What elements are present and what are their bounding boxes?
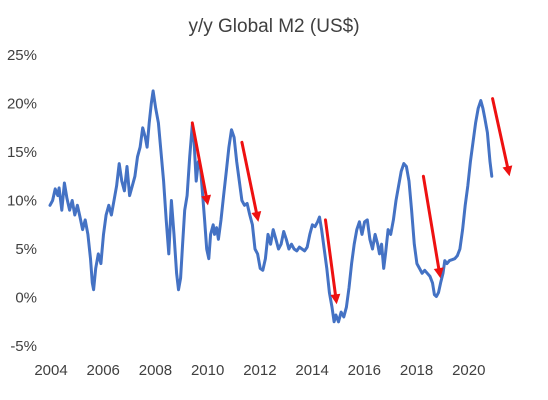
x-tick-label: 2004	[34, 362, 67, 379]
annotation-arrow	[240, 140, 262, 222]
annotation-group	[190, 97, 513, 305]
x-tick-label: 2006	[87, 362, 120, 379]
series-line	[48, 89, 494, 324]
y-tick-label: 15%	[7, 144, 37, 161]
annotation-arrow	[421, 174, 444, 279]
y-tick-label: 20%	[7, 96, 37, 113]
x-tick-label: 2014	[295, 362, 328, 379]
annotation-arrow	[491, 97, 513, 177]
annotation-arrow	[323, 218, 341, 305]
x-tick-label: 2012	[243, 362, 276, 379]
y-tick-label: 25%	[7, 47, 37, 64]
x-tick-label: 2010	[191, 362, 224, 379]
x-tick-label: 2018	[400, 362, 433, 379]
x-tick-label: 2008	[139, 362, 172, 379]
y-tick-label: -5%	[10, 338, 37, 355]
y-tick-label: 10%	[7, 193, 37, 210]
x-tick-label: 2016	[348, 362, 381, 379]
x-axis: 2004 2006 2008 2010 2012 2014 2016 2018 2020	[34, 362, 485, 379]
series-group	[48, 89, 494, 324]
annotation-arrow	[190, 121, 212, 206]
chart-title: y/y Global M2 (US$)	[188, 16, 359, 37]
y-tick-label: 5%	[15, 241, 37, 258]
y-axis: 25% 20% 15% 10% 5% 0% -5%	[7, 47, 37, 355]
x-tick-label: 2020	[452, 362, 485, 379]
y-tick-label: 0%	[15, 290, 37, 307]
